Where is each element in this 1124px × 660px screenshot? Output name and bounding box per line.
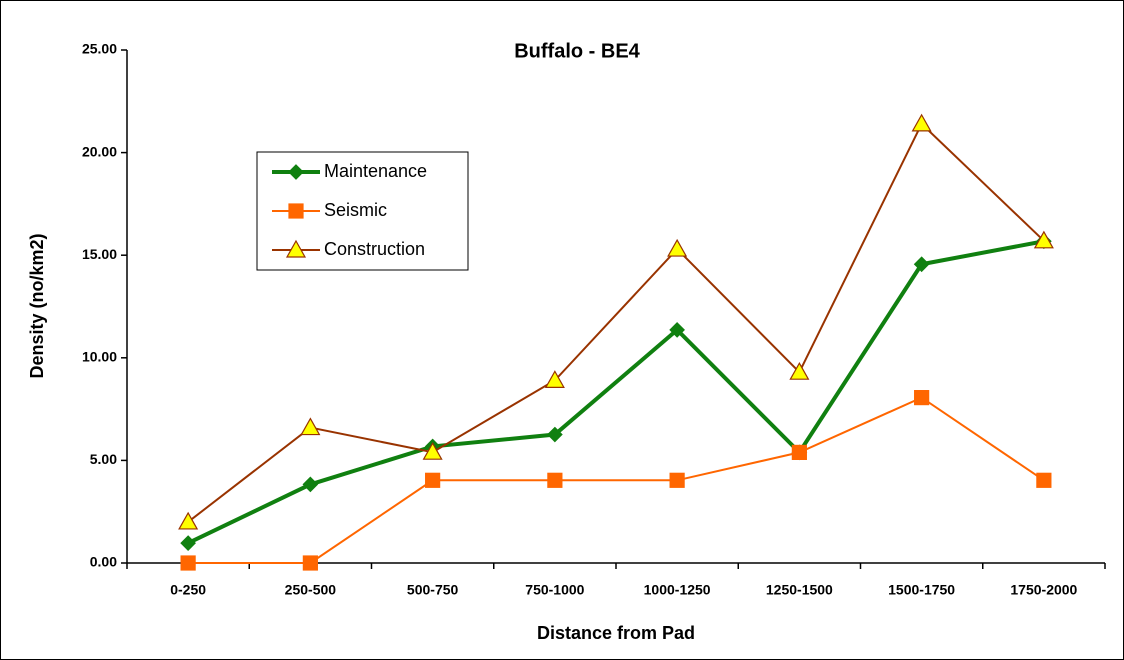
y-tick-label: 20.00 [82, 143, 117, 159]
data-point [789, 361, 810, 380]
x-tick-label: 500-750 [407, 582, 459, 598]
data-point [911, 113, 932, 132]
data-point [547, 426, 563, 443]
data-point [669, 322, 685, 338]
legend-marker [285, 239, 307, 258]
data-point [667, 238, 688, 257]
x-tick-label: 1000-1250 [644, 582, 711, 598]
data-point [302, 555, 318, 571]
legend-label: Maintenance [324, 161, 427, 181]
y-tick-label: 5.00 [90, 451, 117, 467]
y-tick-label: 25.00 [82, 41, 117, 57]
legend-label: Construction [324, 239, 425, 259]
data-point [422, 441, 443, 460]
legend-label: Seismic [324, 200, 387, 220]
data-point [791, 444, 807, 460]
x-tick-label: 1750-2000 [1010, 582, 1077, 598]
x-tick-label: 750-1000 [525, 582, 584, 598]
legend-marker [288, 164, 304, 180]
data-point [669, 472, 685, 488]
y-tick-label: 10.00 [82, 349, 117, 365]
data-point [302, 476, 319, 493]
chart-title: Buffalo - BE4 [514, 40, 640, 62]
y-tick-label: 0.00 [90, 554, 117, 570]
data-point [300, 417, 321, 436]
data-point [180, 535, 196, 551]
data-point [547, 472, 563, 488]
data-point [913, 256, 930, 273]
x-tick-label: 0-250 [170, 582, 206, 598]
data-point [1033, 230, 1054, 249]
x-tick-label: 1250-1500 [766, 582, 833, 598]
data-point [180, 555, 196, 571]
x-axis-label: Distance from Pad [537, 623, 695, 643]
x-tick-label: 250-500 [285, 582, 337, 598]
data-point [1036, 472, 1052, 488]
data-point [544, 370, 565, 388]
data-point [425, 472, 441, 488]
series-line [188, 396, 1045, 564]
y-axis-label: Density (no/km2) [27, 233, 47, 378]
legend-marker [288, 203, 304, 219]
data-point [914, 390, 930, 406]
data-point [178, 511, 199, 530]
y-tick-label: 15.00 [82, 246, 117, 262]
series-line [187, 122, 1045, 523]
series-line [187, 239, 1045, 545]
x-tick-label: 1500-1750 [888, 582, 955, 598]
